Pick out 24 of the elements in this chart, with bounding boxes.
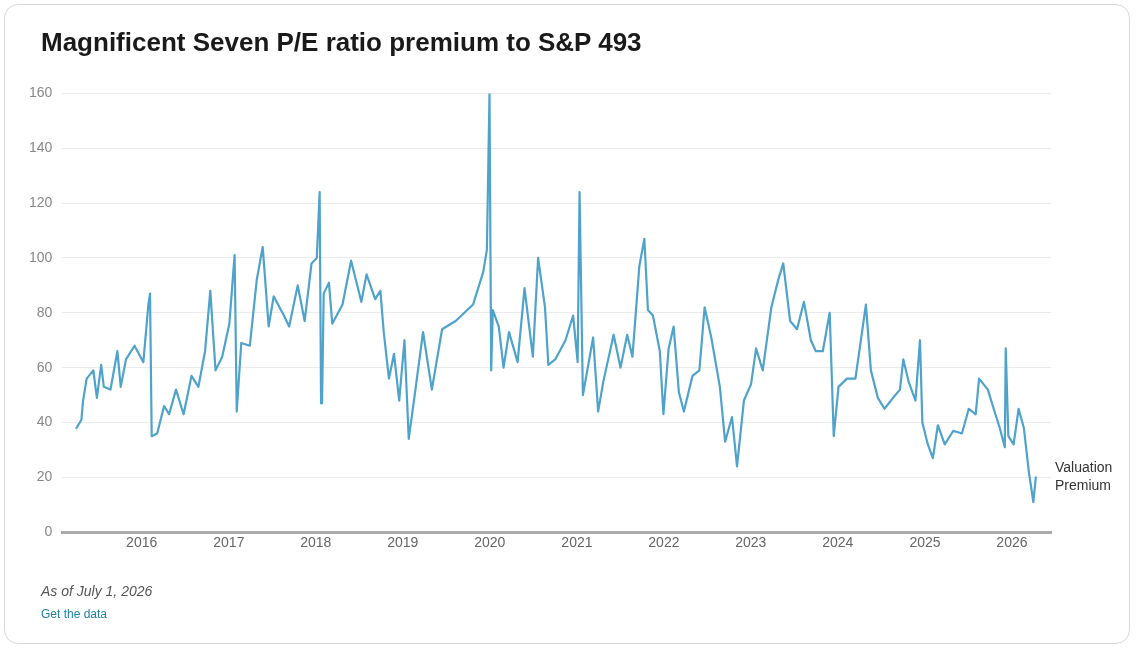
y-tick-label: 60 xyxy=(36,358,53,375)
text: Get the data xyxy=(41,607,109,621)
y-tick-label: 160 xyxy=(29,84,53,101)
y-tick-label: 140 xyxy=(29,139,53,156)
x-tick-label: 2023 xyxy=(735,534,767,551)
x-tick-label: 2022 xyxy=(648,534,680,551)
x-tick-label: 2017 xyxy=(213,534,245,551)
x-tick-label: 2018 xyxy=(300,534,332,551)
y-tick-label: 100 xyxy=(29,248,53,265)
x-tick-label: 2019 xyxy=(387,534,419,551)
y-tick-label: 40 xyxy=(36,413,53,430)
y-tick-label: 80 xyxy=(36,303,53,320)
x-tick-label: 2025 xyxy=(909,534,941,551)
x-tick-label: 2024 xyxy=(822,534,854,551)
x-tick-label: 2020 xyxy=(474,534,506,551)
text: As of July 1, 2026 xyxy=(41,583,153,599)
x-tick-label: 2026 xyxy=(996,534,1028,551)
y-tick-label: 120 xyxy=(29,193,53,210)
chart-title: Magnificent Seven P/E ratio premium to S&P 493 xyxy=(41,27,642,58)
series-label: Valuation Premium xyxy=(1055,459,1113,494)
x-tick-label: 2021 xyxy=(561,534,593,551)
y-tick-label: 20 xyxy=(36,468,53,485)
x-tick-label: 2016 xyxy=(126,534,158,551)
y-tick-label: 0 xyxy=(44,523,53,540)
